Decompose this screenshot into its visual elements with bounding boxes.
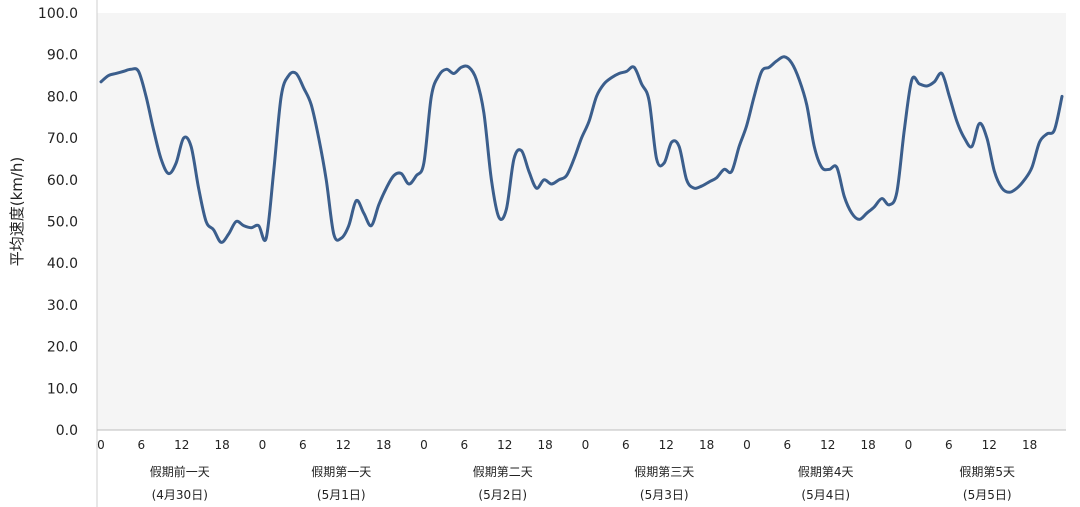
group-date-label: (5月3日) (640, 488, 689, 502)
x-tick-label: 6 (622, 438, 630, 452)
y-axis-label: 平均速度(km/h) (8, 157, 26, 267)
x-tick-label: 12 (820, 438, 835, 452)
y-tick-labels: 0.0 10.0 20.0 30.0 40.0 50.0 60.0 70.0 80.0 90.0 1… (38, 6, 78, 439)
y-tick-label: 100.0 (38, 6, 78, 22)
x-tick-label: 6 (784, 438, 792, 452)
x-tick-label: 6 (461, 438, 469, 452)
x-tick-label: 18 (214, 438, 229, 452)
x-tick-label: 12 (982, 438, 997, 452)
x-tick-label: 6 (945, 438, 953, 452)
x-tick-label: 6 (138, 438, 146, 452)
x-tick-label: 0 (259, 438, 267, 452)
y-tick-label: 10.0 (47, 381, 78, 397)
group-name-label: 假期第三天 (634, 465, 694, 479)
x-tick-label: 12 (174, 438, 189, 452)
x-tick-label: 0 (582, 438, 590, 452)
x-tick-label: 6 (299, 438, 307, 452)
y-tick-label: 0.0 (56, 423, 78, 439)
x-tick-label: 12 (659, 438, 674, 452)
y-tick-label: 80.0 (47, 89, 78, 105)
x-tick-label: 18 (699, 438, 714, 452)
y-tick-label: 40.0 (47, 256, 78, 272)
x-tick-label: 0 (420, 438, 428, 452)
x-tick-labels: 0 6 12 18 0 6 12 18 0 6 12 18 0 6 12 18 0 6 12 18 0 6 12 18 (97, 438, 1037, 452)
x-tick-label: 18 (1022, 438, 1037, 452)
group-name-label: 假期第一天 (311, 465, 371, 479)
x-tick-label: 0 (743, 438, 751, 452)
y-tick-label: 90.0 (47, 48, 78, 64)
y-tick-label: 60.0 (47, 173, 78, 189)
y-tick-label: 50.0 (47, 215, 78, 231)
group-name-label: 假期前一天 (150, 464, 210, 479)
speed-series-line (99, 55, 1064, 244)
y-tick-label: 70.0 (47, 131, 78, 147)
group-name-label: 假期第二天 (473, 465, 533, 479)
x-tick-label: 0 (905, 438, 913, 452)
x-tick-label: 18 (537, 438, 552, 452)
group-date-label: (5月5日) (963, 488, 1012, 502)
group-labels: 假期前一天 (4月30日) 假期第一天 (5月1日) 假期第二天 (5月2日) 假期第三天 (… (150, 464, 1015, 502)
group-date-label: (5月4日) (801, 488, 850, 502)
x-tick-label: 18 (376, 438, 391, 452)
y-tick-label: 20.0 (47, 340, 78, 356)
x-tick-label: 18 (860, 438, 875, 452)
x-tick-label: 12 (336, 438, 351, 452)
group-name-label: 假期第4天 (798, 465, 854, 479)
group-date-label: (5月2日) (478, 488, 527, 502)
x-tick-label: 12 (497, 438, 512, 452)
x-tick-label: 0 (97, 438, 105, 452)
group-date-label: (4月30日) (152, 488, 208, 502)
group-date-label: (5月1日) (317, 488, 366, 502)
group-name-label: 假期第5天 (959, 465, 1015, 479)
plot-background (97, 13, 1066, 430)
y-tick-label: 30.0 (47, 298, 78, 314)
